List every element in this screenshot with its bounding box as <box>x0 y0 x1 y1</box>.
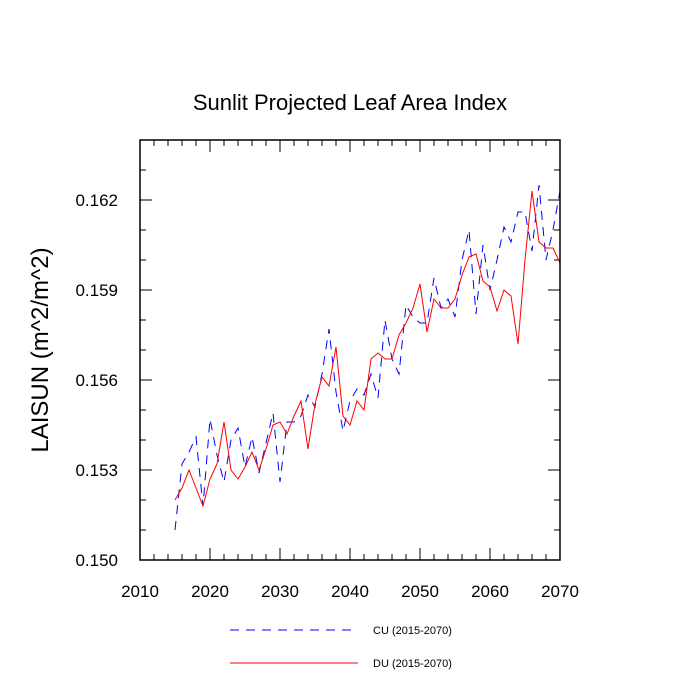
x-tick-label: 2050 <box>401 582 439 601</box>
y-axis-label: LAISUN (m^2/m^2) <box>27 247 54 452</box>
y-tick-label: 0.153 <box>75 461 118 480</box>
x-tick-label: 2010 <box>121 582 159 601</box>
legend: CU (2015-2070) DU (2015-2070) <box>230 625 452 670</box>
y-tick-label: 0.150 <box>75 551 118 570</box>
x-tick-label: 2070 <box>541 582 579 601</box>
y-tick-label: 0.159 <box>75 281 118 300</box>
x-tick-label: 2030 <box>261 582 299 601</box>
legend-label-cu: CU (2015-2070) <box>373 625 452 637</box>
y-tick-label: 0.162 <box>75 191 118 210</box>
series-layer <box>174 184 561 531</box>
x-tick-label: 2040 <box>331 582 369 601</box>
y-tick-label: 0.156 <box>75 371 118 390</box>
chart-title: Sunlit Projected Leaf Area Index <box>193 90 507 115</box>
legend-label-du: DU (2015-2070) <box>373 658 452 670</box>
tick-labels: 2010 2020 2030 2040 2050 2060 2070 0.150 0.153 0.… <box>75 191 578 601</box>
plot-frame <box>139 139 561 561</box>
series-line-cu <box>174 184 561 531</box>
axis-ticks <box>139 139 561 561</box>
x-tick-label: 2060 <box>471 582 509 601</box>
x-tick-label: 2020 <box>191 582 229 601</box>
series-line-du <box>174 190 561 508</box>
